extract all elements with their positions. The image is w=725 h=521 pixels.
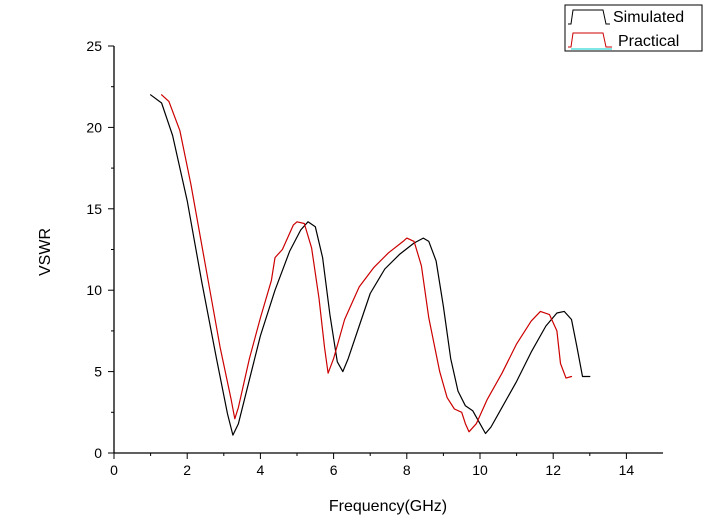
x-tick-label: 6 — [330, 462, 338, 478]
x-tick-label: 2 — [183, 462, 191, 478]
x-tick-label: 0 — [110, 462, 118, 478]
x-tick-label: 8 — [403, 462, 411, 478]
series-line-practical — [161, 94, 573, 433]
legend-label-practical: Practical — [618, 33, 679, 50]
y-tick-label: 15 — [86, 201, 102, 217]
x-axis-title: Frequency(GHz) — [329, 498, 447, 515]
x-tick-label: 12 — [545, 462, 561, 478]
legend-box — [564, 4, 703, 52]
series-line-simulated — [150, 94, 591, 436]
legend-label-simulated: Simulated — [613, 9, 684, 26]
y-tick-label: 10 — [86, 282, 102, 298]
y-axis-title: VSWR — [37, 228, 54, 276]
legend-swatch-simulated — [568, 9, 610, 25]
x-tick-label: 10 — [472, 462, 488, 478]
y-tick-label: 20 — [86, 119, 102, 135]
y-tick-label: 0 — [94, 445, 102, 461]
series-layer — [150, 94, 591, 436]
y-tick-label: 5 — [94, 364, 102, 380]
x-ticks: 0 2 4 6 8 10 12 14 — [110, 453, 634, 478]
y-tick-label: 25 — [86, 38, 102, 54]
legend: Simulated Practical — [564, 4, 703, 52]
legend-swatch-practical — [568, 32, 612, 48]
y-ticks: 0 5 10 15 20 25 — [86, 38, 114, 461]
x-tick-label: 14 — [619, 462, 635, 478]
x-tick-label: 4 — [257, 462, 265, 478]
